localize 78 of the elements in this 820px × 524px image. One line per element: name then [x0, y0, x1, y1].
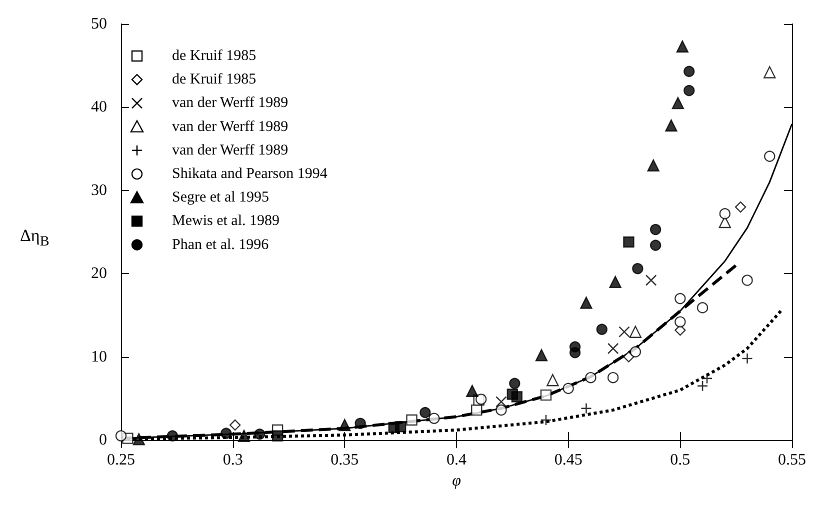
- legend-label: Phan et al. 1996: [172, 236, 270, 253]
- point: [540, 414, 552, 426]
- point: [645, 274, 657, 286]
- point: [630, 346, 642, 358]
- point: [546, 374, 559, 386]
- point: [676, 40, 689, 53]
- point: [609, 276, 622, 288]
- point: [607, 372, 619, 384]
- point: [562, 382, 574, 394]
- point: [650, 240, 662, 251]
- point: [476, 394, 487, 405]
- point: [696, 380, 708, 392]
- legend-label: Shikata and Pearson 1994: [172, 166, 328, 182]
- y-tick-label: 50: [91, 16, 107, 32]
- point: [394, 421, 406, 432]
- point: [496, 404, 507, 416]
- point: [665, 119, 678, 132]
- x-tick-label: 0.35: [330, 452, 359, 468]
- point: [272, 430, 284, 442]
- point: [466, 384, 478, 398]
- point: [540, 389, 552, 401]
- y-tick-label: 0: [99, 432, 107, 448]
- point: [672, 96, 684, 110]
- y-tick-label: 20: [91, 265, 107, 282]
- point: [238, 430, 250, 442]
- point: [719, 208, 730, 220]
- x-tick-label: 0.5: [670, 452, 690, 468]
- point: [650, 224, 662, 236]
- point: [742, 352, 753, 364]
- point: [623, 236, 634, 248]
- point: [684, 84, 695, 96]
- y-tick-label: 40: [91, 98, 107, 116]
- point: [569, 347, 581, 358]
- legend-label: Mewis et al. 1989: [172, 213, 280, 230]
- legend-label: Segre et al 1995: [172, 190, 270, 206]
- point: [580, 296, 592, 309]
- point: [254, 428, 266, 440]
- x-tick-label: 0.3: [222, 452, 243, 468]
- point: [647, 159, 660, 172]
- point: [632, 263, 644, 274]
- point: [618, 326, 630, 338]
- x-tick-label: 0.45: [554, 452, 582, 468]
- point: [585, 372, 596, 384]
- point: [580, 402, 592, 414]
- y-axis-title: Δη$_{B}$: [20, 226, 50, 250]
- x-tick-label: 0.55: [778, 452, 806, 468]
- point: [428, 412, 440, 424]
- point: [509, 378, 520, 390]
- legend-label: de Kruif 1985: [172, 72, 256, 88]
- point: [674, 292, 686, 304]
- point: [742, 274, 753, 286]
- legend-label: de Kruif 1985: [172, 48, 256, 64]
- point: [420, 406, 431, 418]
- point: [674, 316, 686, 328]
- point: [764, 66, 776, 78]
- x-tick-label: 0.4: [446, 452, 466, 468]
- point: [607, 342, 619, 354]
- legend-label: van der Werff 1989: [172, 118, 288, 135]
- point: [471, 404, 482, 416]
- point: [684, 66, 695, 78]
- point: [596, 324, 608, 335]
- point: [338, 418, 351, 432]
- point: [701, 372, 713, 384]
- point: [535, 349, 548, 362]
- point: [166, 430, 178, 442]
- legend-label: van der Werff 1989: [172, 142, 288, 158]
- point: [132, 433, 145, 446]
- point: [511, 391, 522, 402]
- point: [496, 396, 507, 408]
- x-axis-title: φ: [452, 472, 462, 490]
- y-tick-label: 10: [91, 348, 107, 366]
- point: [354, 418, 366, 429]
- point: [629, 326, 642, 338]
- x-tick-label: 0.25: [107, 452, 135, 468]
- point: [406, 414, 418, 426]
- legend-label: van der Werff 1989: [172, 95, 288, 112]
- y-tick-label: 30: [91, 182, 107, 199]
- point: [115, 430, 127, 442]
